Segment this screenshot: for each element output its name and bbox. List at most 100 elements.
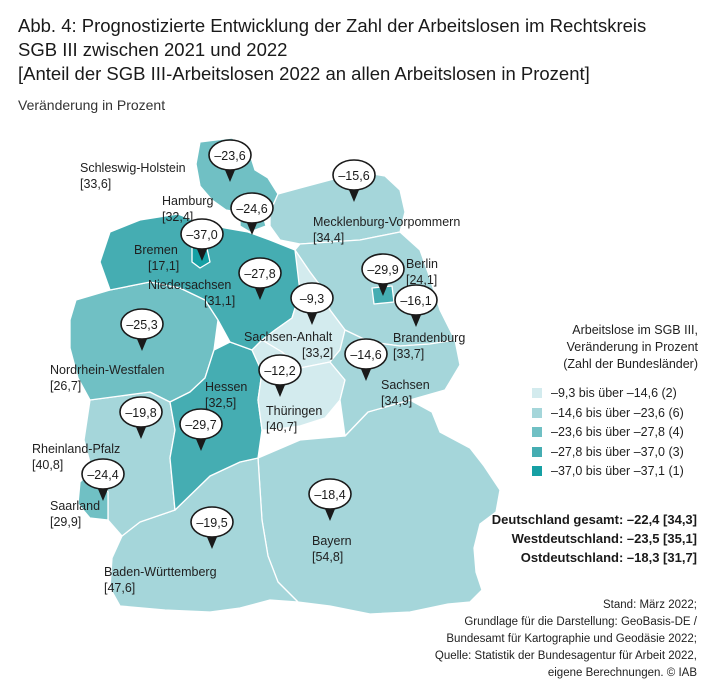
- value-pins: –23,6 –15,6 –24,6 –37,0 –27,8 –29,9: [81, 139, 438, 549]
- label-brandenburg: Brandenburg: [393, 331, 465, 345]
- share-niedersachsen: [31,1]: [204, 294, 235, 308]
- pin-value-hessen: –29,7: [185, 418, 216, 432]
- state-labels: Schleswig-Holstein [33,6] Hamburg [32,4]…: [32, 161, 465, 595]
- pin-thueringen: –12,2: [258, 354, 302, 397]
- legend-label: –23,6 bis über –27,8 (4): [551, 425, 684, 439]
- share-berlin: [24,1]: [406, 273, 437, 287]
- pin-mecklenburg-vorpommern: –15,6: [332, 159, 376, 202]
- label-thueringen: Thüringen: [266, 404, 322, 418]
- legend-label: –27,8 bis über –37,0 (3): [551, 444, 684, 459]
- pin-brandenburg: –16,1: [394, 284, 438, 327]
- pin-value-niedersachsen: –27,8: [244, 267, 275, 281]
- label-niedersachsen: Niedersachsen: [148, 278, 231, 292]
- legend-label: –14,6 bis über –23,6 (6): [551, 405, 684, 420]
- label-sachsen: Sachsen: [381, 378, 430, 392]
- pin-rheinland-pfalz: –19,8: [119, 396, 163, 439]
- legend-title: Arbeitslose im SGB III, Veränderung in P…: [510, 322, 698, 373]
- subtitle: Veränderung in Prozent: [18, 97, 166, 113]
- pin-value-thueringen: –12,2: [264, 364, 295, 378]
- pin-sachsen-anhalt: –9,3: [290, 282, 334, 325]
- share-thueringen: [40,7]: [266, 420, 297, 434]
- pin-bayern: –18,4: [308, 478, 352, 521]
- pin-value-sachsen-anhalt: –9,3: [300, 292, 324, 306]
- chart-title: Abb. 4: Prognostizierte Entwicklung der …: [18, 14, 698, 86]
- source-line-5: eigene Berechnungen. © IAB: [547, 667, 697, 679]
- share-mecklenburg-vorpommern: [34,4]: [313, 231, 344, 245]
- total-east: Ostdeutschland: –18,3 [31,7]: [520, 550, 697, 565]
- legend-label: –37,0 bis über –37,1 (1): [551, 464, 684, 478]
- pin-value-rheinland-pfalz: –19,8: [125, 406, 156, 420]
- pin-bremen: –37,0: [180, 218, 224, 261]
- pin-value-bayern: –18,4: [314, 488, 345, 502]
- label-bremen: Bremen: [134, 243, 178, 257]
- source-line-2: Grundlage für die Darstellung: GeoBasis-…: [464, 616, 697, 628]
- legend-swatch: [532, 407, 542, 418]
- pin-value-mecklenburg-vorpommern: –15,6: [338, 169, 369, 183]
- share-schleswig-holstein: [33,6]: [80, 177, 111, 191]
- title-line-2: SGB III zwischen 2021 und 2022: [18, 39, 288, 60]
- legend-item: –23,6 bis über –27,8 (4): [532, 423, 684, 441]
- label-schleswig-holstein: Schleswig-Holstein: [80, 161, 186, 175]
- total-west: Westdeutschland: –23,5 [35,1]: [511, 531, 697, 546]
- label-mecklenburg-vorpommern: Mecklenburg-Vorpommern: [313, 215, 460, 229]
- total-germany: Deutschland gesamt: –22,4 [34,3]: [491, 512, 697, 527]
- pin-sachsen: –14,6: [344, 338, 388, 381]
- share-brandenburg: [33,7]: [393, 347, 424, 361]
- label-baden-wuerttemberg: Baden-Württemberg: [104, 565, 217, 579]
- label-bayern: Bayern: [312, 534, 352, 548]
- label-nordrhein-westfalen: Nordrhein-Westfalen: [50, 363, 164, 377]
- pin-hessen: –29,7: [179, 408, 223, 451]
- pin-value-berlin: –29,9: [367, 263, 398, 277]
- pin-saarland: –24,4: [81, 458, 125, 501]
- title-line-3: [Anteil der SGB III-Arbeitslosen 2022 an…: [18, 63, 590, 84]
- pin-value-hamburg: –24,6: [236, 202, 267, 216]
- legend-item: –14,6 bis über –23,6 (6): [532, 404, 684, 422]
- legend-label: –9,3 bis über –14,6 (2): [551, 386, 677, 400]
- share-saarland: [29,9]: [50, 515, 81, 529]
- pin-baden-wuerttemberg: –19,5: [190, 506, 234, 549]
- label-saarland: Saarland: [50, 499, 100, 513]
- share-hessen: [32,5]: [205, 396, 236, 410]
- pin-value-nordrhein-westfalen: –25,3: [126, 318, 157, 332]
- legend-swatch: [532, 446, 542, 457]
- label-rheinland-pfalz: Rheinland-Pfalz: [32, 442, 120, 456]
- pin-value-brandenburg: –16,1: [400, 294, 431, 308]
- label-berlin: Berlin: [406, 257, 438, 271]
- label-hamburg: Hamburg: [162, 194, 213, 208]
- share-bremen: [17,1]: [148, 259, 179, 273]
- totals: Deutschland gesamt: –22,4 [34,3] Westdeu…: [492, 510, 697, 567]
- label-sachsen-anhalt: Sachsen-Anhalt: [244, 330, 333, 344]
- label-hessen: Hessen: [205, 380, 247, 394]
- legend-title-line-1: Arbeitslose im SGB III,: [572, 323, 698, 337]
- pin-value-bremen: –37,0: [186, 228, 217, 242]
- pin-value-saarland: –24,4: [87, 468, 118, 482]
- title-line-1: Abb. 4: Prognostizierte Entwicklung der …: [18, 15, 647, 36]
- source-line-1: Stand: März 2022;: [603, 599, 697, 611]
- source-line-4: Quelle: Statistik der Bundesagentur für …: [434, 650, 697, 662]
- pin-value-schleswig-holstein: –23,6: [214, 149, 245, 163]
- share-baden-wuerttemberg: [47,6]: [104, 581, 135, 595]
- pin-berlin: –29,9: [361, 253, 405, 296]
- pin-hamburg: –24,6: [230, 192, 274, 235]
- source-note: Stand: März 2022; Grundlage für die Dars…: [435, 597, 697, 682]
- share-hamburg: [32,4]: [162, 210, 193, 224]
- legend-item: –37,0 bis über –37,1 (1): [532, 462, 684, 480]
- legend: –9,3 bis über –14,6 (2) –14,6 bis über –…: [532, 384, 684, 482]
- pin-nordrhein-westfalen: –25,3: [120, 308, 164, 351]
- share-nordrhein-westfalen: [26,7]: [50, 379, 81, 393]
- share-sachsen-anhalt: [33,2]: [302, 346, 333, 360]
- share-sachsen: [34,9]: [381, 394, 412, 408]
- share-bayern: [54,8]: [312, 550, 343, 564]
- share-rheinland-pfalz: [40,8]: [32, 458, 63, 472]
- legend-item: –27,8 bis über –37,0 (3): [532, 443, 684, 461]
- legend-title-line-3: (Zahl der Bundesländer): [563, 357, 698, 371]
- legend-swatch: [532, 427, 542, 437]
- pin-schleswig-holstein: –23,6: [208, 139, 252, 182]
- legend-item: –9,3 bis über –14,6 (2): [532, 384, 684, 402]
- legend-swatch: [532, 466, 542, 476]
- pin-value-sachsen: –14,6: [350, 348, 381, 362]
- source-line-3: Bundesamt für Kartographie und Geodäsie …: [446, 633, 697, 645]
- legend-title-line-2: Veränderung in Prozent: [566, 340, 698, 354]
- pin-niedersachsen: –27,8: [238, 257, 282, 300]
